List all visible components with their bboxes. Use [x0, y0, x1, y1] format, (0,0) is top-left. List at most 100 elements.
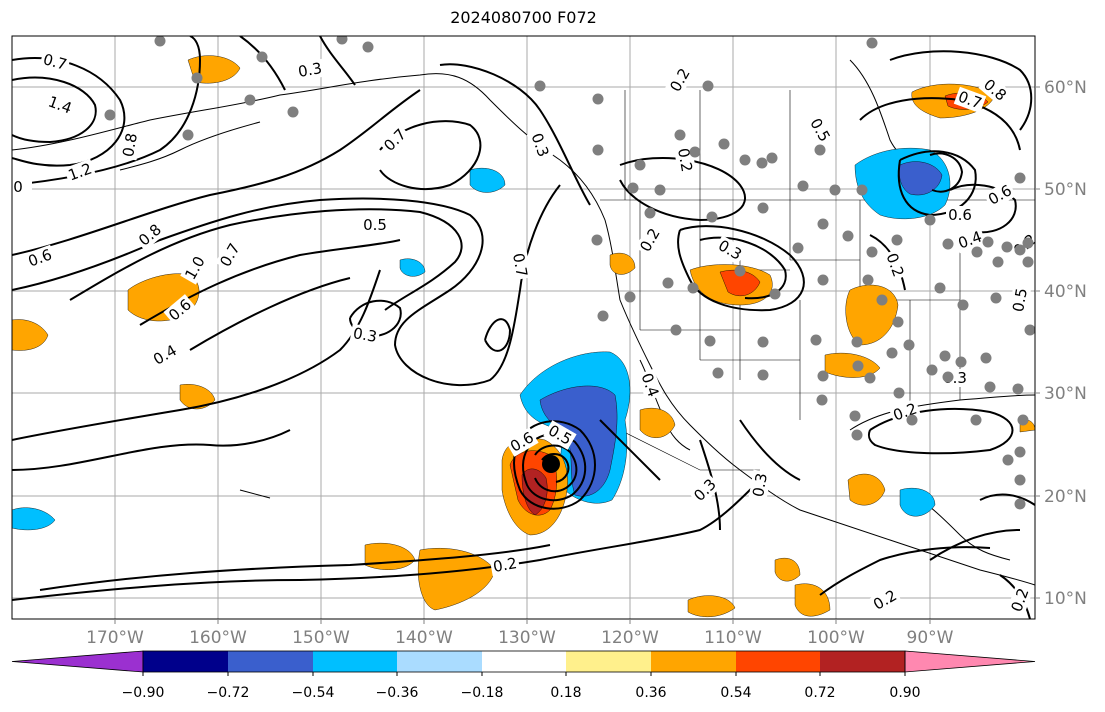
latitude-axis: 60°N 50°N 40°N 30°N 20°N 10°N — [1035, 78, 1087, 609]
station-dot — [702, 80, 714, 92]
station-dot — [852, 360, 864, 372]
station-dot — [903, 339, 915, 351]
station-dot — [817, 218, 829, 230]
station-dot — [1017, 414, 1029, 426]
station-dot — [990, 292, 1002, 304]
colorbar-segment — [313, 651, 397, 672]
contour-label: 0.8 — [119, 132, 141, 159]
station-dot — [706, 211, 718, 223]
colorbar-tick-label: −0.54 — [292, 685, 335, 701]
station-dot — [893, 387, 905, 399]
station-dot — [627, 182, 639, 194]
station-dot — [1014, 474, 1026, 486]
station-dot — [934, 282, 946, 294]
colorbar-extension-high — [904, 650, 1036, 673]
colorbar-tick-label: 0.36 — [635, 685, 666, 701]
station-dot — [792, 242, 804, 254]
station-dot — [829, 184, 841, 196]
station-dot — [1012, 383, 1024, 395]
latitude-label: 60°N — [1044, 78, 1087, 98]
colorbar-segment — [820, 651, 905, 672]
station-dot — [244, 94, 256, 106]
station-dot — [757, 202, 769, 214]
station-dot — [1014, 446, 1026, 458]
contour-label: 0.6 — [948, 206, 972, 224]
colorbar-tick-label: −0.90 — [122, 685, 165, 701]
station-dot — [926, 364, 938, 376]
station-markers — [104, 36, 1035, 510]
station-dot — [766, 152, 778, 164]
station-dot — [982, 236, 994, 248]
station-dot — [886, 347, 898, 359]
longitude-label: 100°W — [807, 628, 865, 648]
station-dot — [287, 106, 299, 118]
station-dot — [191, 72, 203, 84]
station-dot — [939, 350, 951, 362]
station-dot — [256, 51, 268, 63]
colorbar-segment — [651, 651, 736, 672]
contour-lines — [12, 36, 1035, 619]
station-dot — [534, 80, 546, 92]
colorbar-segment — [736, 651, 820, 672]
station-dot — [817, 370, 829, 382]
station-dot — [662, 277, 674, 289]
station-dot — [942, 371, 954, 383]
latitude-label: 10°N — [1044, 589, 1087, 609]
colorbar-extension-low — [11, 650, 144, 673]
longitude-label: 110°W — [704, 628, 762, 648]
station-dot — [1014, 172, 1026, 184]
station-dot — [104, 109, 116, 121]
colorbar-tick-label: 0.90 — [889, 685, 920, 701]
station-dot — [816, 394, 828, 406]
contour-label: 0 — [13, 178, 23, 196]
station-dot — [591, 234, 603, 246]
station-dot — [756, 157, 768, 169]
station-dot — [851, 429, 863, 441]
station-dot — [942, 238, 954, 250]
colorbar-tick-label: 0.18 — [550, 685, 581, 701]
longitude-label: 120°W — [601, 628, 659, 648]
station-dot — [817, 274, 829, 286]
contour-label: 0.3 — [352, 324, 379, 346]
station-dot — [757, 336, 769, 348]
station-dot — [687, 282, 699, 294]
colorbar-tick-label: −0.18 — [461, 685, 504, 701]
station-dot — [924, 214, 936, 226]
station-dot — [891, 234, 903, 246]
station-dot — [970, 414, 982, 426]
contour-label: 0.3 — [297, 59, 324, 81]
station-dot — [906, 414, 918, 426]
station-dot — [1022, 237, 1034, 249]
latitude-label: 30°N — [1044, 384, 1087, 404]
latitude-label: 40°N — [1044, 282, 1087, 302]
station-dot — [980, 352, 992, 364]
latitude-label: 50°N — [1044, 180, 1087, 200]
colorbar-segment — [482, 651, 566, 672]
station-dot — [866, 37, 878, 49]
colorbar-tick-label: 0.54 — [720, 685, 751, 701]
station-dot — [1014, 244, 1026, 256]
station-dot — [712, 367, 724, 379]
station-dot — [856, 184, 868, 196]
station-dot — [154, 36, 166, 47]
longitude-label: 150°W — [292, 628, 350, 648]
station-dot — [597, 310, 609, 322]
station-dot — [670, 324, 682, 336]
colorbar-segment — [228, 651, 313, 672]
station-dot — [1002, 454, 1014, 466]
station-dot — [1001, 241, 1013, 253]
station-dot — [1014, 498, 1026, 510]
longitude-label: 160°W — [189, 628, 247, 648]
latitude-label: 20°N — [1044, 487, 1087, 507]
longitude-label: 130°W — [498, 628, 556, 648]
station-dot — [182, 129, 194, 141]
station-dot — [624, 291, 636, 303]
station-dot — [592, 144, 604, 156]
station-dot — [769, 288, 781, 300]
colorbar-segment — [566, 651, 651, 672]
map-title: 2024080700 F072 — [450, 8, 597, 27]
station-dot — [892, 316, 904, 328]
contour-label: 0.5 — [363, 216, 387, 234]
map-plot-area: 0.71.41.200.80.30.70.50.60.81.0 0.70.60.4… — [12, 36, 1035, 619]
